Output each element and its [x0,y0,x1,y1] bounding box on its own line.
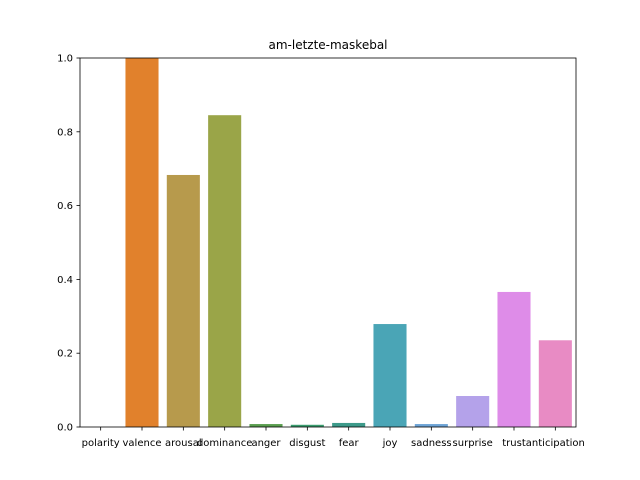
bar-arousal [166,174,200,427]
y-tick-label: 0.8 [57,127,73,138]
y-tick-label: 0.4 [57,275,73,286]
x-tick-label: dominance [197,438,252,449]
bar-anger [249,424,283,427]
x-tick-label: arousal [165,438,202,449]
x-tick-label: valence [123,438,162,449]
bar-disgust [290,424,324,427]
y-axis: 0.0 0.2 0.4 0.6 0.8 1.0 [57,54,80,434]
bars-group [125,58,572,427]
x-tick-label: disgust [289,438,325,449]
bar-dominance [208,115,242,427]
bar-trust [497,291,531,427]
plot-frame [79,57,577,428]
y-tick-label: 0.0 [57,423,73,434]
x-tick-label: fear [339,438,360,449]
x-tick-label: joy [382,438,398,449]
x-tick-label: sadness [411,438,452,449]
y-tick-label: 0.2 [57,349,73,360]
x-tick-label: surprise [453,438,493,449]
x-tick-label: anticipation [526,438,585,449]
x-tick-label: anger [251,438,281,449]
bar-valence [125,58,159,427]
y-tick-label: 0.6 [57,201,73,212]
x-tick-label: polarity [82,438,120,449]
chart-title: am-letzte-maskebal [268,38,387,52]
x-tick-label: trust [502,438,526,449]
bar-sadness [414,424,448,427]
bar-fear [332,422,366,427]
bar-surprise [456,396,490,427]
bar-anticipation [538,340,572,427]
y-tick-label: 1.0 [57,54,73,65]
bar-joy [373,324,407,427]
